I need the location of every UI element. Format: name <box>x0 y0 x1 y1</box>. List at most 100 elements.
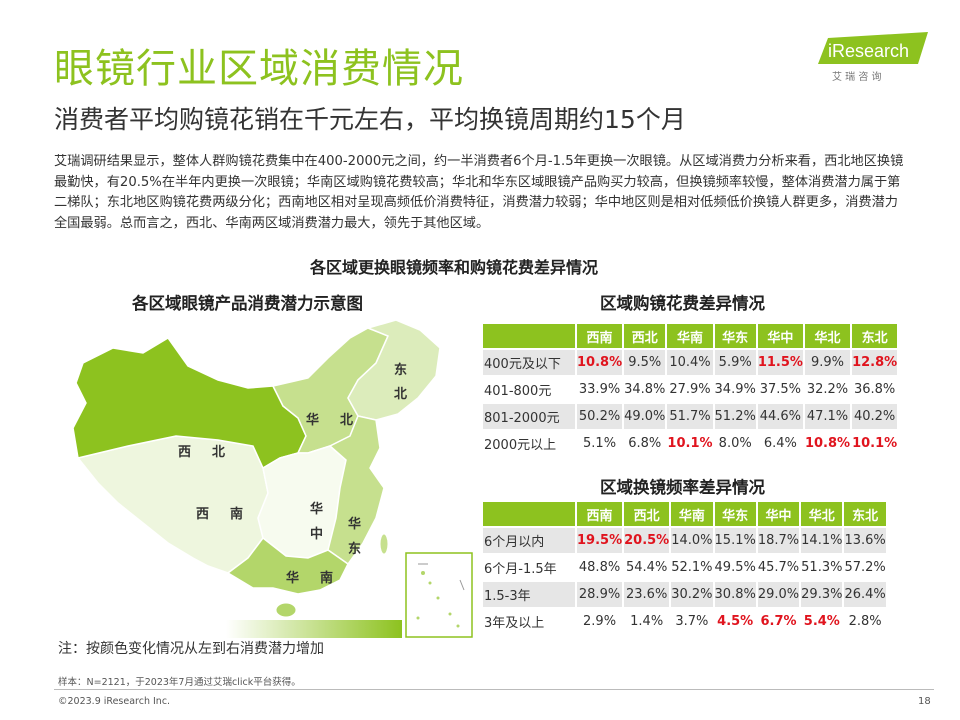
row-label: 6个月-1.5年 <box>484 562 557 577</box>
table-cell: 19.5% <box>577 528 623 553</box>
price-table-title: 区域购镜花费差异情况 <box>600 294 765 313</box>
table-cell: 34.8% <box>624 382 666 397</box>
page-number: 18 <box>918 696 931 707</box>
row-label: 400元及以下 <box>483 350 575 375</box>
price-table-header: 西南 西北 华南 华东 华中 华北 东北 <box>483 324 898 348</box>
table-cell: 34.9% <box>714 382 756 397</box>
col-header: 华北 <box>804 324 851 348</box>
label-huanan-1: 华 <box>286 570 299 586</box>
table-cell: 2.9% <box>583 614 617 629</box>
intro-paragraph: 艾瑞调研结果显示，整体人群购镜花费集中在400-2000元之间，约一半消费者6个… <box>54 154 904 231</box>
table-cell: 48.8% <box>578 560 621 575</box>
china-region-map: 东 北 华 北 西 北 西 南 华 中 华 东 华 南 <box>72 319 473 638</box>
row-label: 6个月以内 <box>483 528 575 553</box>
region-huanan <box>226 536 349 595</box>
table-row: 1.5-3年 28.9% 23.6% 30.2% 30.8% 29.0% 29.3% 26.4… <box>483 582 886 607</box>
table-cell: 10.8% <box>804 436 851 451</box>
table-cell: 5.9% <box>714 350 756 375</box>
label-huabei-2: 北 <box>340 413 353 428</box>
table-cell: 51.3% <box>801 560 843 575</box>
table-cell: 6.8% <box>628 436 662 451</box>
table-cell: 14.0% <box>671 528 713 553</box>
potential-gradient-legend <box>226 620 402 638</box>
row-label: 2000元以上 <box>484 438 557 453</box>
table-cell: 29.0% <box>757 582 800 607</box>
table-row: 2000元以上 5.1% 6.8% 10.1% 8.0% 6.4% 10.8% 10.1% <box>483 431 897 456</box>
map-note: 注：按颜色变化情况从左到右消费潜力增加 <box>58 641 324 657</box>
logo-text: iResearch <box>828 41 909 61</box>
table-cell: 51.2% <box>714 404 756 429</box>
table-cell: 23.6% <box>624 582 670 607</box>
table-cell: 32.2% <box>806 382 849 397</box>
row-label: 801-2000元 <box>483 404 575 429</box>
row-label: 3年及以上 <box>484 616 545 631</box>
table-cell: 5.1% <box>583 436 617 451</box>
map-title: 各区域眼镜产品消费潜力示意图 <box>132 294 363 313</box>
table-cell: 4.5% <box>717 614 754 629</box>
label-xinan-2: 南 <box>230 506 243 522</box>
table-cell: 10.1% <box>852 436 898 451</box>
table-row: 801-2000元 50.2% 49.0% 51.7% 51.2% 44.6% 47.1% 4… <box>483 404 898 429</box>
freq-table-title: 区域换镜频率差异情况 <box>600 478 765 497</box>
col-header: 西南 <box>577 502 623 526</box>
logo-subtext: 艾 瑞 咨 询 <box>832 70 882 83</box>
copyright: ©2023.9 iResearch Inc. <box>58 696 171 707</box>
table-cell: 51.7% <box>667 404 713 429</box>
table-cell: 15.1% <box>714 528 756 553</box>
sample-note: 样本：N=2121，于2023年7月通过艾瑞click平台获得。 <box>58 677 301 688</box>
label-huadong-1: 华 <box>348 516 361 532</box>
south-sea-islands <box>416 571 460 628</box>
label-huanan-2: 南 <box>320 570 333 586</box>
col-header: 华南 <box>667 324 713 348</box>
table-cell: 13.6% <box>844 528 886 553</box>
label-huadong-2: 东 <box>348 541 361 557</box>
table-cell: 6.7% <box>760 614 797 629</box>
table-cell: 45.7% <box>757 560 800 575</box>
label-dongbei-2: 北 <box>394 387 407 402</box>
price-table: 西南 西北 华南 华东 华中 华北 东北 400元及以下 10.8% 9.5% 10.… <box>481 322 899 458</box>
table-cell: 49.5% <box>714 560 756 575</box>
table-row: 401-800元 33.9% 34.8% 27.9% 34.9% 37.5% 32.2% 36… <box>483 377 897 402</box>
region-hainan <box>275 602 297 618</box>
south-sea-inset <box>405 552 473 638</box>
table-cell: 9.9% <box>804 350 851 375</box>
freq-table-header: 西南 西北 华南 华东 华中 华北 东北 <box>483 502 886 526</box>
table-cell: 36.8% <box>853 382 896 397</box>
table-cell: 10.4% <box>667 350 713 375</box>
col-header: 华东 <box>714 324 756 348</box>
footer-divider <box>54 689 934 690</box>
table-cell: 9.5% <box>624 350 666 375</box>
col-header: 华中 <box>757 502 800 526</box>
table-row: 3年及以上 2.9% 1.4% 3.7% 4.5% 6.7% 5.4% 2.8% <box>483 609 886 634</box>
table-cell: 47.1% <box>804 404 851 429</box>
table-cell: 49.0% <box>624 404 666 429</box>
table-row: 6个月以内 19.5% 20.5% 14.0% 15.1% 18.7% 14.1% 13.6% <box>483 528 886 553</box>
table-cell: 18.7% <box>757 528 800 553</box>
table-cell: 37.5% <box>759 382 802 397</box>
table-cell: 44.6% <box>757 404 803 429</box>
table-cell: 57.2% <box>844 560 886 575</box>
freq-table: 西南 西北 华南 华东 华中 华北 东北 6个月以内 19.5% 20.5% 14.0… <box>481 500 888 636</box>
col-header: 西南 <box>577 324 623 348</box>
col-header: 东北 <box>844 502 886 526</box>
table-cell: 33.9% <box>578 382 621 397</box>
row-label: 401-800元 <box>484 384 552 399</box>
table-cell: 10.1% <box>667 436 713 451</box>
table-cell: 3.7% <box>675 614 709 629</box>
col-header: 西北 <box>624 324 666 348</box>
table-cell: 29.3% <box>801 582 843 607</box>
label-huazhong-1: 华 <box>310 501 323 517</box>
table-cell: 54.4% <box>626 560 668 575</box>
table-cell: 28.9% <box>577 582 623 607</box>
table-cell: 27.9% <box>669 382 711 397</box>
table-cell: 11.5% <box>757 350 803 375</box>
label-xibei-2: 北 <box>212 445 225 460</box>
table-cell: 2.8% <box>848 614 882 629</box>
table-cell: 6.4% <box>763 436 797 451</box>
table-cell: 8.0% <box>718 436 752 451</box>
region-taiwan <box>379 533 389 555</box>
region-dongbei <box>347 319 441 421</box>
label-huabei-1: 华 <box>306 412 319 428</box>
table-cell: 14.1% <box>801 528 843 553</box>
label-xinan-1: 西 <box>196 507 209 522</box>
